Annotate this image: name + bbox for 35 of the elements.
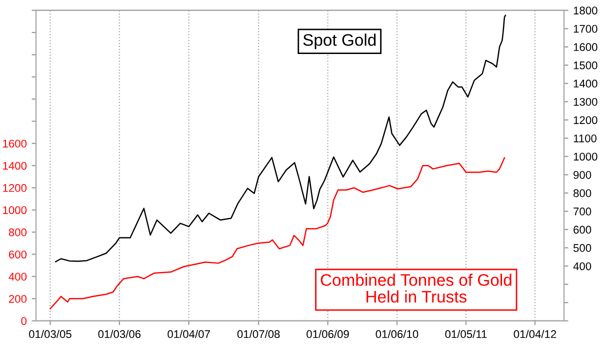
y-tick-label: 1600	[3, 140, 27, 148]
x-tick-label: 01/03/06	[98, 330, 141, 338]
y2-tick-label: 900	[574, 171, 592, 179]
y2-tick-label: 1200	[574, 116, 598, 124]
y2-tick-label: 1800	[574, 6, 598, 14]
x-tick-label: 01/05/11	[445, 330, 487, 338]
y-tick-label: 600	[9, 250, 27, 258]
y-tick-label: 200	[8, 294, 27, 303]
y2-tick-label: 1000	[574, 152, 598, 161]
y2-tick-label: 1300	[574, 98, 598, 106]
y-tick-label: 400	[8, 272, 27, 281]
y-tick-label: 1200	[3, 184, 27, 192]
y2-tick-label: 700	[574, 208, 592, 216]
text: Spot Gold	[303, 34, 376, 50]
y2-tick-label: 800	[574, 189, 592, 198]
x-tick-label: 01/04/12	[514, 330, 556, 338]
y2-tick-label: 400	[573, 262, 592, 270]
x-tick-label: 01/04/07	[168, 330, 210, 338]
y-tick-label: 1000	[3, 206, 27, 214]
y-tick-label: 1400	[3, 162, 27, 170]
x-tick-label: 01/06/10	[376, 330, 418, 338]
line-series	[55, 14, 506, 262]
x-tick-label: 01/07/08	[237, 330, 280, 338]
y2-tick-label: 600	[574, 226, 592, 234]
y2-tick-label: 1500	[574, 61, 598, 70]
y2-tick-label: 1700	[574, 24, 598, 33]
y2-tick-label: 500	[573, 244, 592, 252]
y-tick-label: 0	[21, 317, 27, 325]
y-tick-label: 800	[8, 228, 27, 236]
x-tick-label: 01/03/05	[29, 330, 72, 338]
x-tick-label: 01/06/09	[306, 330, 349, 338]
y2-tick-label: 1100	[574, 134, 596, 142]
y2-tick-label: 1600	[574, 43, 598, 52]
y2-tick-label: 1400	[574, 80, 598, 88]
text: Combined Tonnes of Gold Held in Trusts	[320, 274, 512, 303]
